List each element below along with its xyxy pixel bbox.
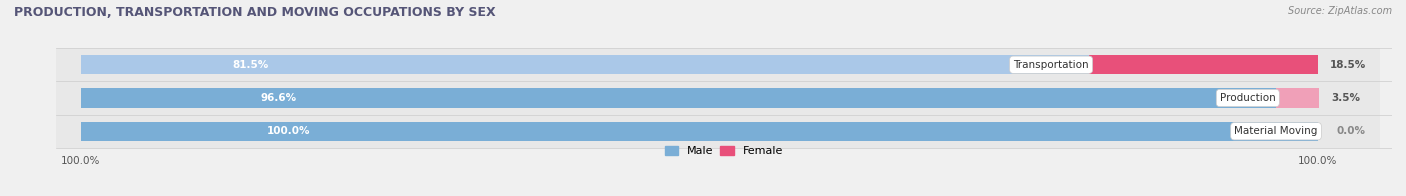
Bar [82, 55, 1317, 74]
Text: 3.5%: 3.5% [1331, 93, 1361, 103]
Text: 18.5%: 18.5% [1330, 60, 1367, 70]
Text: 96.6%: 96.6% [260, 93, 297, 103]
Legend: Male, Female: Male, Female [665, 146, 783, 156]
Text: Material Moving: Material Moving [1234, 126, 1317, 136]
Text: PRODUCTION, TRANSPORTATION AND MOVING OCCUPATIONS BY SEX: PRODUCTION, TRANSPORTATION AND MOVING OC… [14, 6, 496, 19]
Bar [82, 122, 1317, 141]
Bar [20, 48, 1379, 81]
Text: Source: ZipAtlas.com: Source: ZipAtlas.com [1288, 6, 1392, 16]
Bar [82, 88, 1317, 108]
Text: Production: Production [1220, 93, 1275, 103]
Text: 100.0%: 100.0% [267, 126, 309, 136]
Bar [20, 115, 1379, 148]
Bar [82, 88, 1275, 108]
Bar [20, 81, 1379, 115]
Text: 0.0%: 0.0% [1336, 126, 1365, 136]
Bar [82, 122, 1317, 141]
Text: Transportation: Transportation [1014, 60, 1088, 70]
Bar [82, 55, 1088, 74]
Text: 81.5%: 81.5% [232, 60, 269, 70]
Bar [1275, 88, 1319, 108]
Bar [1088, 55, 1317, 74]
